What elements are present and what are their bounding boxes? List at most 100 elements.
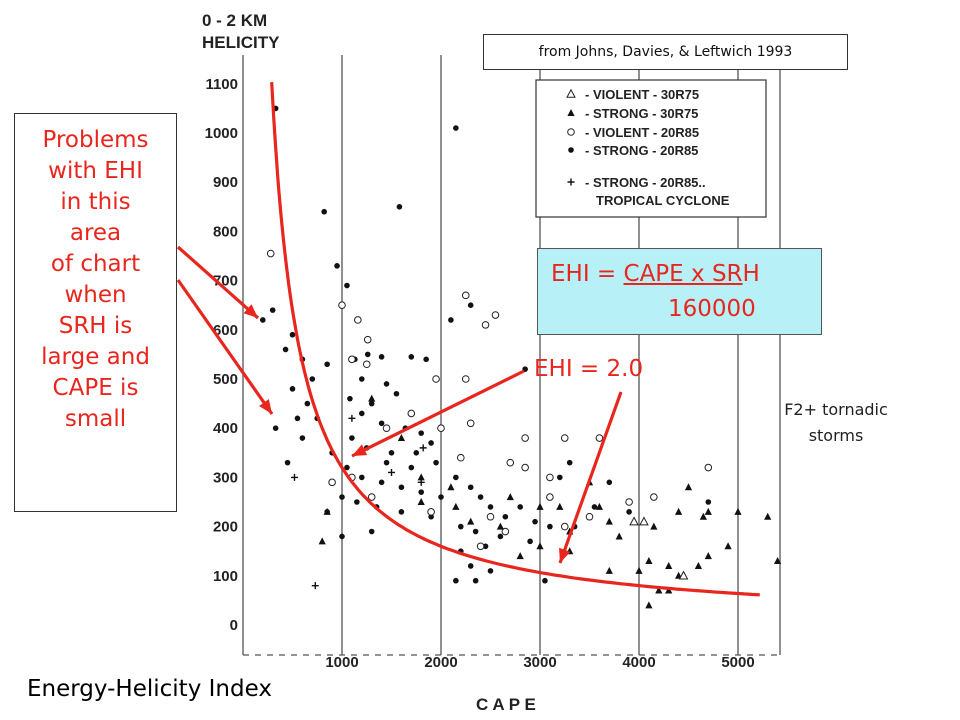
plus-point [388, 468, 395, 476]
open-circle-point [461, 375, 470, 383]
y-tick-label: 800 [213, 223, 238, 240]
problems-arrow-lower [176, 279, 274, 415]
y-tick-label: 400 [213, 420, 238, 437]
filled-circle-point [359, 376, 365, 382]
filled-triangle-point [665, 561, 673, 569]
filled-circle-point [364, 351, 371, 358]
filled-circle-point [269, 307, 276, 313]
filled-circle-point [396, 204, 403, 210]
x-tick-label: 3000 [523, 654, 556, 671]
formula-prefix: EHI = [551, 261, 624, 287]
filled-circle-point [282, 346, 289, 353]
filled-circle-point [284, 459, 291, 466]
open-circle-point [266, 249, 275, 258]
filled-circle-point [467, 563, 474, 569]
problems-line: Problems [42, 127, 149, 153]
storms-note-line: storms [808, 426, 864, 445]
filled-circle-point [388, 450, 395, 456]
filled-triangle-point [774, 557, 782, 565]
filled-circle-point [527, 538, 533, 545]
filled-triangle-point [655, 586, 663, 594]
filled-circle-point [418, 430, 425, 436]
open-triangle-point [678, 570, 689, 580]
filled-circle-point [368, 528, 375, 535]
filled-circle-point [626, 509, 632, 515]
filled-triangle-point [734, 507, 742, 515]
filled-circle-point [354, 499, 360, 505]
y-axis-title-line-1: 0 - 2 KM [202, 11, 267, 30]
filled-triangle-point [556, 502, 564, 510]
y-axis-title-line-2: HELICITY [202, 33, 280, 52]
filled-triangle-point [704, 552, 712, 560]
filled-circle-point [359, 410, 365, 417]
filled-circle-point [542, 577, 548, 584]
filled-circle-point [304, 400, 311, 407]
open-circle-point [362, 360, 371, 369]
filled-circle-point [705, 499, 712, 505]
filled-circle-point [398, 484, 405, 491]
filled-triangle-point [764, 512, 772, 520]
x-tick-label: 2000 [424, 654, 457, 671]
open-circle-point [367, 493, 376, 501]
filled-circle-point [606, 479, 613, 486]
ehi-curve-label: EHI = 2.0 [534, 356, 644, 382]
filled-circle-point [368, 400, 375, 407]
filled-circle-point [359, 474, 365, 481]
filled-triangle-point [595, 502, 603, 510]
filled-circle-point [413, 450, 420, 456]
filled-circle-point [438, 494, 444, 500]
y-tick-label: 900 [213, 174, 238, 191]
legend-label: - STRONG - 30R75 [585, 106, 698, 121]
filled-circle-point [393, 390, 400, 397]
problems-line: SRH is [58, 313, 133, 339]
filled-triangle-point [605, 566, 613, 574]
filled-triangle-point [417, 473, 425, 481]
plus-point [348, 414, 356, 422]
open-circle-point [650, 493, 658, 501]
open-circle-point [595, 434, 604, 442]
filled-triangle-point [694, 561, 702, 569]
problems-line: in this [60, 189, 131, 215]
chart-legend: - VIOLENT - 30R75 - STRONG - 30R75 - VIOLE… [535, 79, 767, 218]
y-tick-label: 200 [213, 519, 238, 536]
open-circle-point [461, 291, 470, 300]
filled-circle-point [260, 317, 266, 323]
y-tick-label: 500 [213, 371, 238, 388]
filled-circle-point [339, 533, 345, 540]
filled-circle-point [383, 381, 390, 387]
filled-circle-point [398, 509, 405, 515]
filled-circle-point [289, 331, 296, 338]
open-circle-point [466, 419, 475, 428]
problems-line: when [64, 282, 127, 308]
open-circle-point [501, 527, 510, 536]
open-circle-point [521, 463, 529, 472]
ehi-curve-layer [270, 82, 760, 597]
x-tick-label: 1000 [325, 654, 358, 671]
filled-triangle-point [506, 493, 514, 501]
filled-circle-point [428, 440, 434, 446]
y-tick-label: 300 [213, 469, 238, 486]
filled-circle-point [497, 533, 504, 540]
open-circle-point [506, 458, 515, 467]
open-circle-point [382, 424, 391, 433]
open-circle-point [486, 512, 495, 521]
filled-triangle-point [467, 517, 475, 525]
filled-circle-point [294, 415, 301, 422]
x-tick-label: 5000 [721, 654, 754, 671]
legend-plus-symbol [567, 178, 575, 186]
filled-circle-point [532, 518, 538, 525]
open-circle-point [437, 424, 445, 433]
filled-circle-point [383, 459, 390, 466]
filled-circle-point [339, 494, 345, 500]
y-tick-label: 1100 [205, 76, 238, 93]
filled-circle-point [309, 376, 316, 382]
filled-circle-point [344, 282, 350, 289]
filled-circle-point [289, 386, 296, 392]
filled-circle-point [378, 354, 385, 360]
filled-triangle-point [704, 507, 712, 515]
filled-circle-point [344, 464, 350, 471]
plus-point [419, 444, 427, 452]
open-circle-point [348, 355, 356, 364]
plus-point [290, 473, 298, 481]
